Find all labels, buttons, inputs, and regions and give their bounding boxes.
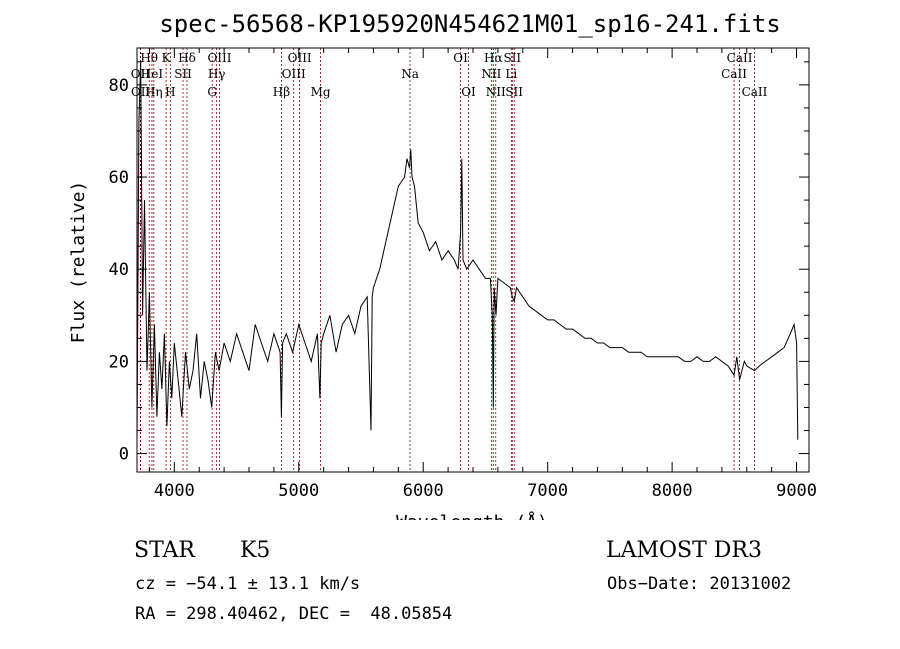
y-tick-label: 40: [109, 260, 129, 280]
line-marker-label: Hβ: [273, 85, 290, 99]
chart-title: spec-56568-KP195920N454621M01_sp16-241.f…: [159, 10, 780, 38]
x-tick-label: 9000: [776, 481, 817, 501]
line-marker-label: CaII: [721, 67, 747, 81]
line-marker-label: OIII: [288, 51, 312, 65]
line-marker-label: Hγ: [208, 67, 226, 81]
y-tick-label: 20: [109, 352, 129, 372]
line-marker-label: OIII: [282, 67, 306, 81]
line-marker-label: HeI: [141, 67, 164, 81]
x-tick-label: 5000: [278, 481, 319, 501]
line-marker-label: H: [165, 85, 175, 99]
line-marker-label: Mg: [311, 85, 331, 99]
x-axis-label: Wavelength (Å): [396, 511, 548, 520]
line-marker-label: OI: [453, 51, 468, 65]
line-marker-label: Hα: [484, 51, 503, 65]
x-tick-label: 6000: [403, 481, 444, 501]
line-marker-label: Hη: [145, 85, 163, 99]
line-markers: OIIOIIHθHeIHηKHSIIHδGHγOIIIHβOIIIOIIIMgN…: [131, 48, 768, 472]
line-marker-label: Na: [401, 67, 419, 81]
x-tick-label: 4000: [154, 481, 195, 501]
y-axis-label: Flux (relative): [68, 181, 89, 344]
line-marker-label: SII: [505, 85, 523, 99]
survey-label: LAMOST DR3: [606, 538, 762, 563]
spectrum-plot: spec-56568-KP195920N454621M01_sp16-241.f…: [68, 10, 817, 520]
line-marker-label: SII: [503, 51, 521, 65]
x-tick-label: 7000: [527, 481, 568, 501]
redshift-text: cz = −54.1 ± 13.1 km/s: [135, 574, 361, 594]
line-marker-label: OI: [461, 85, 476, 99]
line-marker-label: Hδ: [178, 51, 196, 65]
line-marker-label: CaII: [727, 51, 753, 65]
flux-series: [136, 61, 799, 445]
x-tick-label: 8000: [652, 481, 693, 501]
line-marker-label: NII: [481, 67, 501, 81]
line-marker-label: K: [162, 51, 172, 65]
line-marker-label: Li: [505, 67, 517, 81]
y-axis: 0 20 40 60 80: [109, 61, 809, 465]
line-marker-label: NII: [486, 85, 506, 99]
class-label: STAR: [134, 538, 195, 563]
x-axis: 4000 5000 6000 7000 8000 9000: [148, 48, 817, 501]
flux-line: [136, 61, 799, 445]
subclass-label: K5: [240, 538, 271, 563]
obs-date-text: Obs−Date: 20131002: [607, 574, 792, 594]
y-tick-label: 80: [109, 76, 129, 96]
y-tick-label: 0: [119, 445, 129, 465]
y-tick-label: 60: [109, 168, 129, 188]
line-marker-label: G: [207, 85, 217, 99]
line-marker-label: Hθ: [140, 51, 158, 65]
line-marker-label: OIII: [207, 51, 231, 65]
line-marker-label: CaII: [742, 85, 768, 99]
coords-text: RA = 298.40462, DEC = 48.05854: [135, 604, 453, 624]
line-marker-label: SII: [174, 67, 192, 81]
